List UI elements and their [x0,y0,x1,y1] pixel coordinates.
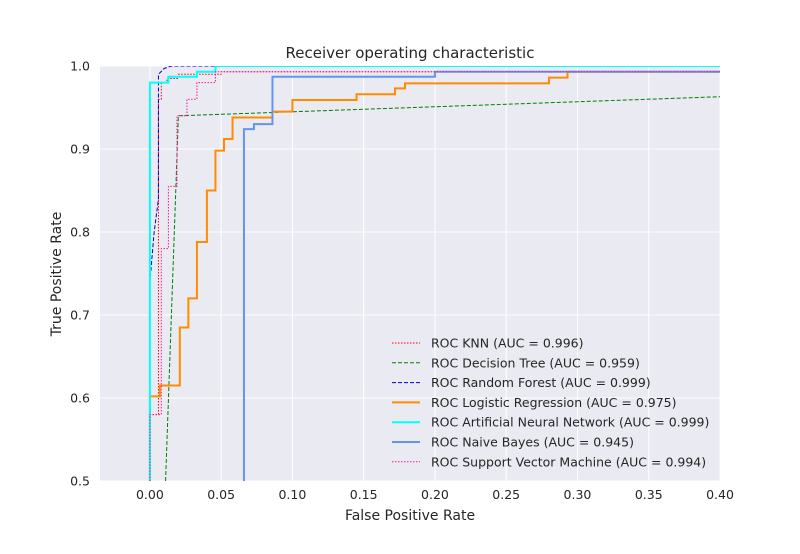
y-axis-label: True Positive Rate [49,212,65,338]
y-tick-label: 0.7 [70,308,90,323]
x-tick-label: 0.00 [136,487,164,502]
y-tick-label: 0.8 [70,225,90,240]
series-line-5 [242,70,720,481]
series-line-0 [149,71,720,481]
y-tick-label: 1.0 [70,59,90,74]
y-tick-labels: 0.5 0.6 0.7 0.8 0.9 1.0 [70,59,90,489]
y-tick-label: 0.5 [70,474,90,489]
y-tick-label: 0.6 [70,391,90,406]
legend-label-1: ROC Decision Tree (AUC = 0.959) [431,355,640,370]
legend: ROC KNN (AUC = 0.996) ROC Decision Tree (… [392,336,709,469]
x-tick-label: 0.10 [278,487,306,502]
chart-title: Receiver operating characteristic [286,44,535,62]
x-tick-label: 0.35 [635,487,663,502]
legend-label-6: ROC Support Vector Machine (AUC = 0.994) [431,454,706,469]
x-tick-label: 0.15 [350,487,378,502]
x-tick-label: 0.25 [492,487,520,502]
series-line-6 [149,71,720,481]
x-tick-label: 0.05 [207,487,235,502]
series-line-4 [148,66,720,481]
legend-label-4: ROC Artificial Neural Network (AUC = 0.9… [431,415,709,430]
legend-label-3: ROC Logistic Regression (AUC = 0.975) [431,395,677,410]
x-tick-labels: 0.00 0.05 0.10 0.15 0.20 0.25 0.30 0.35 0.40 [136,487,734,502]
legend-label-0: ROC KNN (AUC = 0.996) [431,336,583,351]
legend-label-5: ROC Naive Bayes (AUC = 0.945) [431,435,634,450]
series-line-3 [148,70,720,481]
x-tick-label: 0.20 [421,487,449,502]
series-layer [148,66,720,481]
series-line-1 [165,96,720,481]
y-tick-label: 0.9 [70,142,90,157]
legend-label-2: ROC Random Forest (AUC = 0.999) [431,375,651,390]
plot-area [100,66,720,481]
x-tick-label: 0.30 [564,487,592,502]
x-axis-label: False Positive Rate [345,508,475,524]
x-tick-label: 0.40 [706,487,734,502]
